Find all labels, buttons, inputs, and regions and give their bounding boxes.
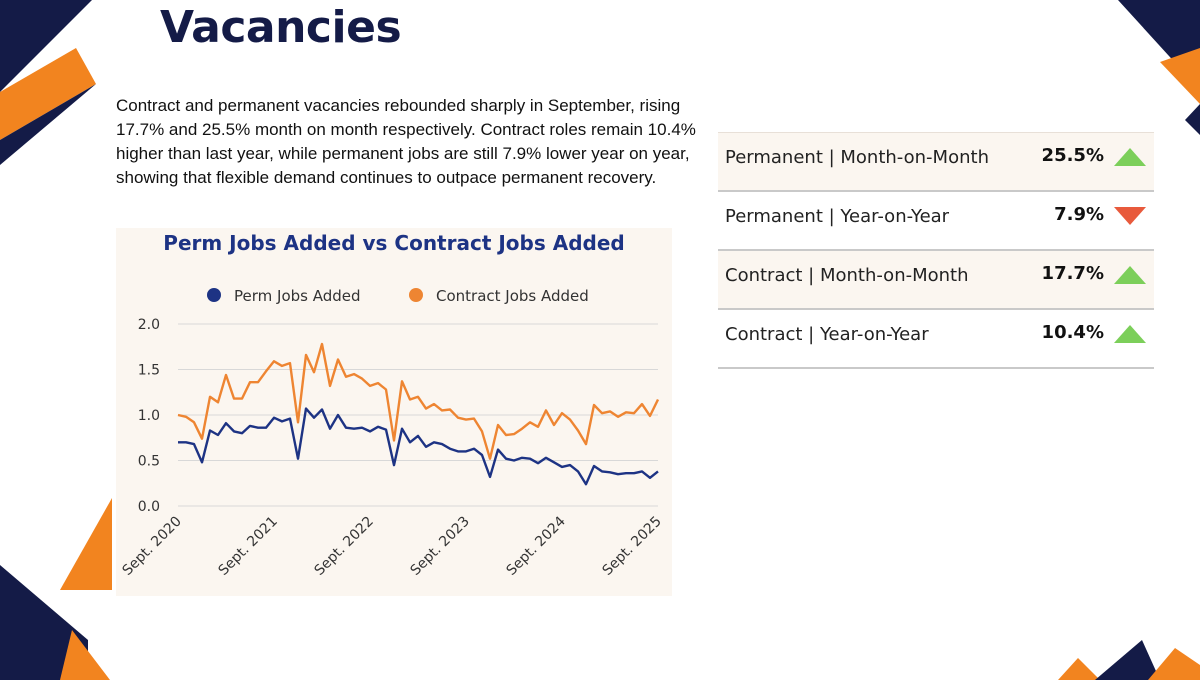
kpi-row: Contract | Month-on-Month 17.7% (718, 251, 1154, 310)
bottom-right-orange-small (1058, 658, 1100, 680)
kpi-value: 17.7% (1041, 263, 1104, 284)
chart-panel: Perm Jobs Added vs Contract Jobs Added Pe… (116, 228, 672, 596)
top-right-navy-shape (1185, 104, 1200, 135)
y-tick-label: 1.0 (138, 408, 160, 424)
kpi-value: 7.9% (1054, 204, 1104, 225)
y-tick-label: 0.0 (138, 499, 160, 515)
y-tick-label: 2.0 (138, 317, 160, 333)
bottom-left-navy-shape (0, 565, 88, 680)
top-left-navy-triangle (0, 0, 92, 92)
legend-label: Contract Jobs Added (436, 287, 589, 305)
intro-paragraph: Contract and permanent vacancies rebound… (116, 96, 696, 187)
x-tick-label: Sept. 2025 (599, 514, 664, 579)
top-left-orange-shape (0, 48, 96, 140)
x-tick-label: Sept. 2024 (503, 513, 568, 578)
top-right-orange-shape (1160, 48, 1200, 104)
top-left-navy-shape (0, 84, 96, 165)
kpi-label: Contract | Month-on-Month (725, 265, 969, 286)
arrow-up-icon (1114, 148, 1146, 166)
arrow-down-icon (1114, 207, 1146, 225)
series-line (177, 342, 660, 460)
series-line (178, 407, 659, 486)
arrow-up-icon (1114, 325, 1146, 343)
kpi-label: Permanent | Year-on-Year (725, 206, 950, 227)
kpi-label: Permanent | Month-on-Month (725, 147, 989, 168)
arrow-up-icon (1114, 266, 1146, 284)
kpi-row: Contract | Year-on-Year 10.4% (718, 310, 1154, 369)
bottom-left-orange-triangle (60, 498, 112, 590)
kpi-row: Permanent | Year-on-Year 7.9% (718, 192, 1154, 251)
kpi-value: 25.5% (1041, 145, 1104, 166)
line-chart: Perm Jobs Added vs Contract Jobs Added Pe… (119, 231, 664, 579)
x-tick-label: Sept. 2023 (407, 514, 472, 579)
kpi-row: Permanent | Month-on-Month 25.5% (718, 133, 1154, 192)
kpi-label: Contract | Year-on-Year (725, 324, 929, 345)
y-tick-label: 0.5 (138, 454, 160, 470)
x-tick-label: Sept. 2022 (311, 514, 376, 579)
x-tick-label: Sept. 2020 (119, 514, 184, 579)
y-tick-label: 1.5 (138, 363, 160, 379)
legend-marker (409, 288, 423, 302)
kpi-value: 10.4% (1041, 322, 1104, 343)
page-title: Vacancies (160, 2, 402, 53)
chart-title: Perm Jobs Added vs Contract Jobs Added (163, 231, 624, 255)
x-tick-label: Sept. 2021 (215, 514, 280, 579)
bottom-right-orange-shape (1148, 648, 1200, 680)
bottom-left-orange-shape (60, 630, 110, 680)
legend-label: Perm Jobs Added (234, 287, 361, 305)
legend-marker (207, 288, 221, 302)
kpi-table: Permanent | Month-on-Month 25.5% Permane… (718, 132, 1154, 369)
bottom-right-navy-shape (1095, 640, 1160, 680)
